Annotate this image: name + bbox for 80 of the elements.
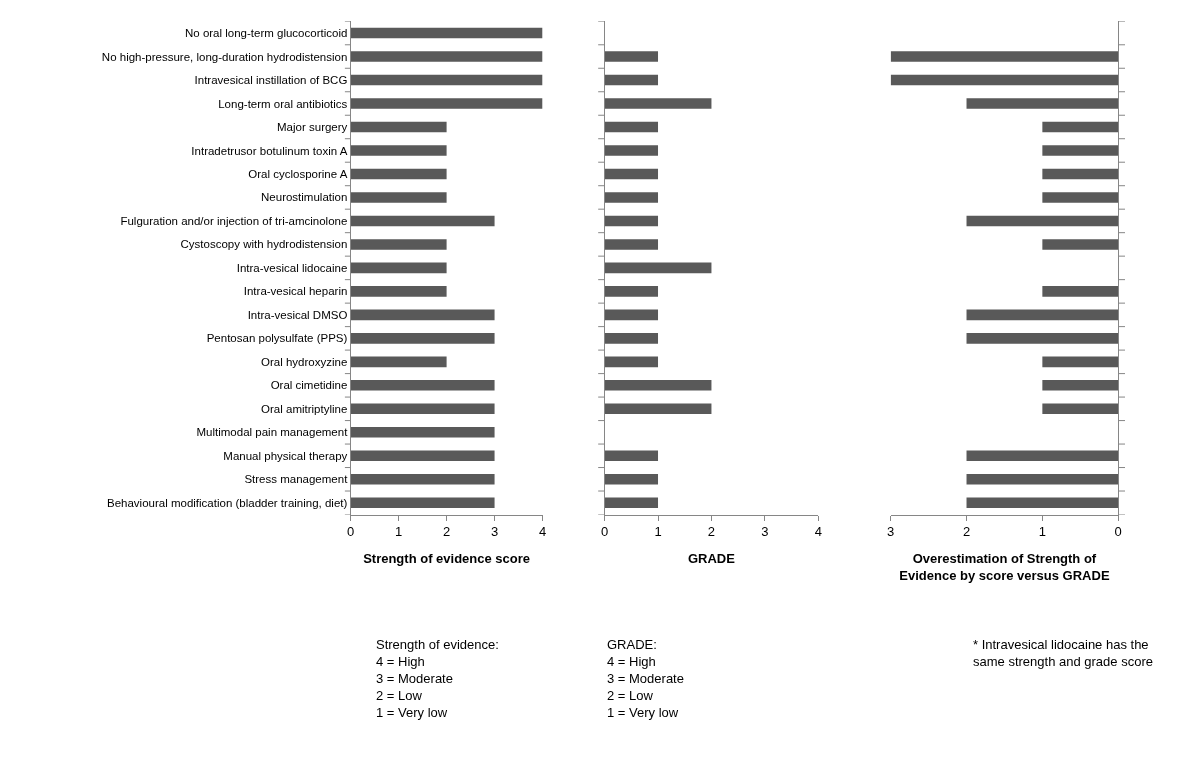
bar [350, 74, 543, 86]
bar [1042, 192, 1119, 203]
bar [966, 215, 1119, 227]
y-tick-label: Oral hydroxyzine [261, 355, 348, 368]
y-tick-label: Intra-vesical heparin [243, 285, 348, 298]
x-tick-label: 0 [600, 524, 609, 540]
y-tick-label: Stress management [244, 473, 349, 486]
y-tick-label: Fulguration and/or injection of tri-amcinolone [120, 214, 348, 227]
bar [350, 168, 447, 180]
bar [966, 98, 1119, 109]
bar [350, 403, 495, 415]
bar [350, 309, 495, 321]
y-tick-label: Intra-vesical lidocaine [236, 261, 348, 274]
y-tick-label: Oral cyclosporine A [248, 167, 348, 180]
bar [966, 450, 1119, 462]
bar [350, 51, 543, 62]
bar [350, 262, 447, 274]
x-tick-label: 1 [1038, 524, 1046, 540]
bar [350, 239, 447, 250]
y-tick-label: Long-term oral antibiotics [218, 97, 348, 110]
bar [966, 497, 1119, 509]
bar [350, 27, 543, 39]
bar [1042, 403, 1119, 415]
bar [1042, 286, 1119, 297]
x-tick-label: 0 [347, 524, 355, 540]
x-tick-label: 3 [490, 524, 499, 540]
bar [1042, 239, 1119, 250]
y-tick-label: Intravesical instillation of BCG [194, 74, 348, 87]
bar [966, 333, 1119, 344]
bar [350, 427, 495, 438]
bar [350, 286, 447, 297]
y-tick-label: Multimodal pain management [196, 426, 349, 439]
bar [350, 145, 447, 156]
bar [1042, 168, 1119, 180]
y-tick-label: Cystoscopy with hydrodistension [180, 238, 348, 251]
x-tick-label: 4 [538, 524, 547, 540]
bar [1042, 380, 1119, 391]
bar [350, 215, 495, 227]
x-axis-title: GRADE [687, 550, 736, 566]
x-tick-label: 3 [761, 524, 769, 540]
bar [1042, 121, 1119, 133]
bar [966, 474, 1119, 485]
bar [966, 309, 1119, 321]
x-tick-label: 1 [654, 524, 662, 540]
bar [1042, 145, 1119, 156]
text: * Intravesical lidocaine has the same strength and grade score [973, 637, 1153, 669]
bar [350, 497, 495, 509]
y-tick-label: Major surgery [277, 121, 348, 134]
y-tick-label: Oral amitriptyline [261, 402, 348, 415]
text: Strength of evidence: 4 = High 3 = Moderate 2 = Low 1 = Very low [376, 637, 499, 720]
bar [350, 450, 495, 462]
y-tick-label: Pentosan polysulfate (PPS) [206, 332, 348, 345]
bar [890, 51, 1119, 62]
x-tick-label: 4 [814, 524, 822, 540]
bar [350, 380, 495, 391]
y-tick-label: Oral cimetidine [270, 379, 348, 392]
x-tick-label: 3 [887, 524, 895, 540]
bar [350, 98, 543, 109]
text: GRADE: 4 = High 3 = Moderate 2 = Low 1 = Very low [607, 637, 684, 720]
x-axis-title: Overestimation of Strength of Evidence by score versus GRADE [899, 550, 1110, 583]
x-tick-label: 1 [395, 524, 403, 540]
bar [350, 121, 447, 133]
x-axis-title: Strength of evidence score [363, 550, 531, 566]
x-tick-label: 2 [962, 524, 971, 540]
bar [890, 74, 1119, 86]
y-tick-label: No oral long-term glucocorticoid [185, 27, 348, 40]
y-tick-label: Intradetrusor botulinum toxin A [191, 144, 348, 157]
x-tick-label: 2 [707, 524, 716, 540]
y-tick-label: Manual physical therapy [223, 449, 348, 462]
bar [350, 474, 495, 485]
bar [1042, 356, 1119, 368]
y-tick-label: Behavioural modification (bladder training, diet) [107, 496, 348, 509]
y-tick-label: Neurostimulation [261, 191, 348, 204]
x-tick-label: 2 [442, 524, 451, 540]
bar [350, 333, 495, 344]
bar [350, 356, 447, 368]
y-tick-label: No high-pressure, long-duration hydrodistension [101, 50, 348, 63]
x-tick-label: 0 [1114, 524, 1122, 540]
bar [350, 192, 447, 203]
y-tick-label: Intra-vesical DMSO [247, 308, 348, 321]
